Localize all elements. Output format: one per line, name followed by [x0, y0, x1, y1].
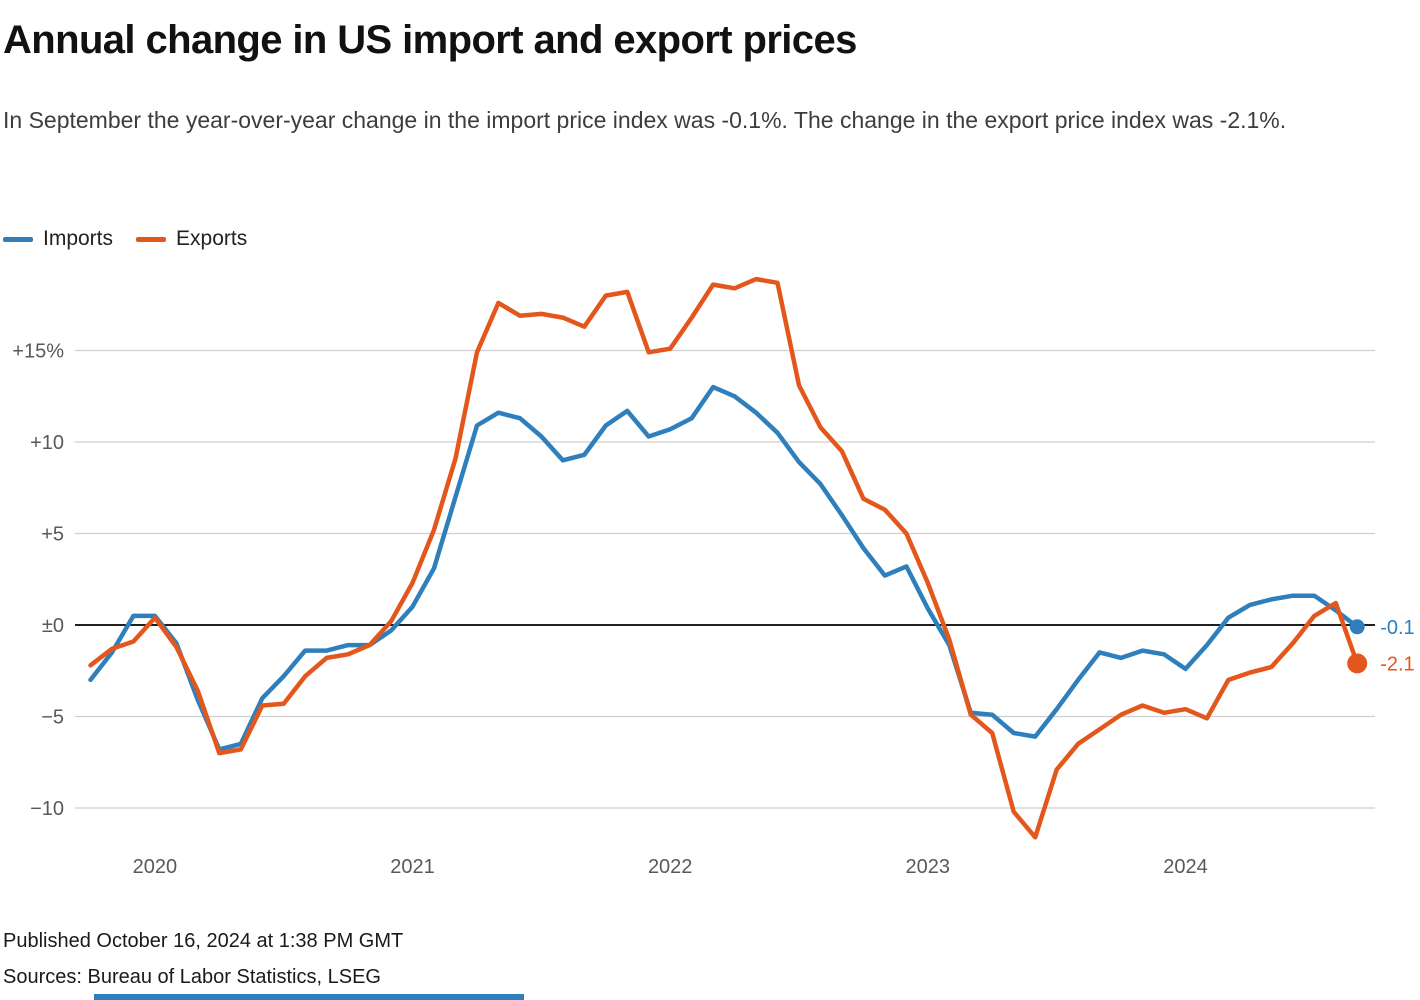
- x-tick-label: 2022: [648, 856, 693, 878]
- imports-line-swatch: [3, 236, 33, 242]
- y-tick-label: +10: [30, 432, 64, 454]
- exports-line: [88, 276, 1360, 840]
- legend: Imports Exports: [3, 227, 247, 251]
- legend-item-imports: Imports: [3, 227, 113, 251]
- exports-end-label: -2.1: [1380, 653, 1414, 675]
- y-tick-label: +15%: [12, 341, 64, 363]
- y-tick-label: −10: [30, 798, 64, 820]
- legend-label-exports: Exports: [176, 227, 248, 250]
- chart-subtitle: In September the year-over-year change i…: [3, 107, 1287, 133]
- x-tick-label: 2024: [1163, 856, 1208, 878]
- exports-end-dot: [1347, 653, 1368, 674]
- line-chart: +15% +10 +5 ±0 −5 −10 2020 2021 2022 2023 2024 -0.1…: [12, 276, 1415, 878]
- x-tick-label: 2021: [390, 856, 435, 878]
- y-tick-label: ±0: [42, 615, 64, 637]
- exports-line-swatch: [136, 236, 167, 242]
- legend-item-exports: Exports: [136, 227, 247, 251]
- sources-attribution: Sources: Bureau of Labor Statistics, LSE…: [3, 966, 381, 988]
- x-tick-label: 2020: [133, 856, 178, 878]
- imports-end-dot: [1349, 619, 1365, 635]
- imports-end-label: -0.1: [1380, 617, 1414, 639]
- imports-line: [88, 384, 1360, 752]
- x-tick-label: 2023: [906, 856, 951, 878]
- y-tick-label: −5: [41, 707, 64, 729]
- bottom-accent-bar: [94, 994, 524, 1000]
- published-timestamp: Published October 16, 2024 at 1:38 PM GM…: [3, 930, 404, 952]
- chart-title: Annual change in US import and export pr…: [3, 18, 857, 62]
- legend-label-imports: Imports: [43, 227, 114, 250]
- y-tick-label: +5: [41, 524, 64, 546]
